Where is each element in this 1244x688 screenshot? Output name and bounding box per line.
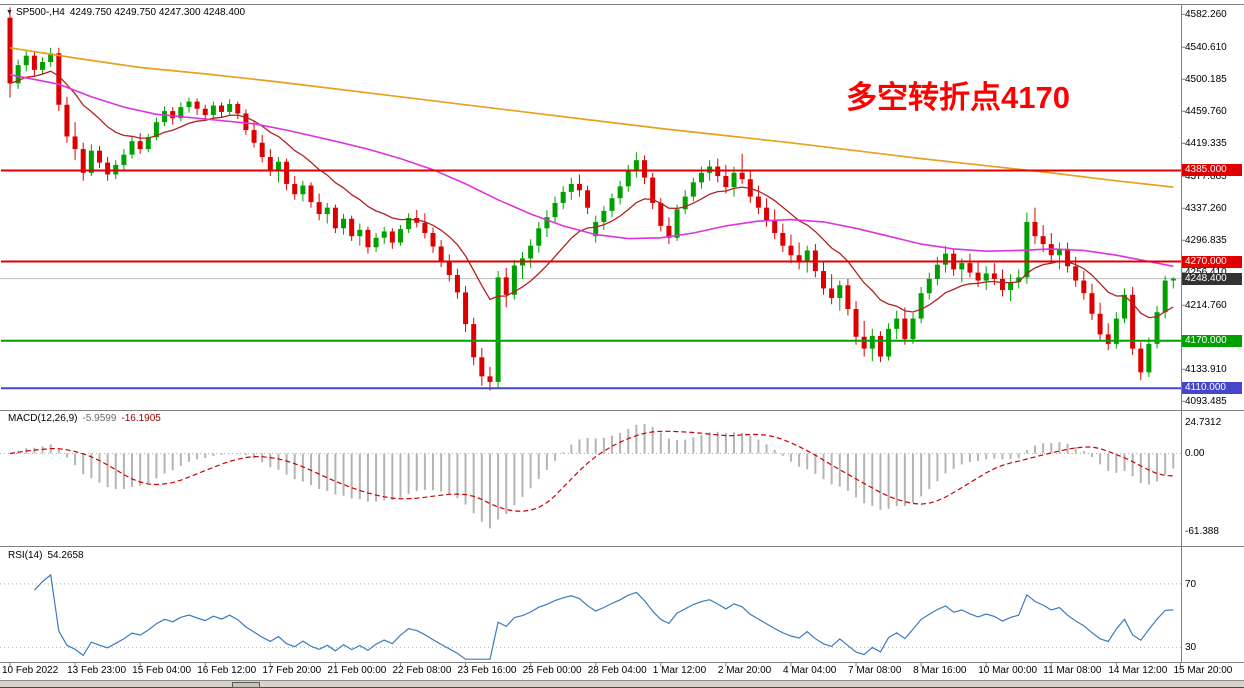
price-axis-label: 4133.910 — [1185, 364, 1227, 376]
rsi-plot[interactable] — [0, 547, 1181, 662]
time-axis-label: 25 Feb 00:00 — [522, 665, 582, 676]
time-axis-label: 2 Mar 20:00 — [717, 665, 772, 676]
rsi-axis-label: 30 — [1185, 642, 1197, 654]
rsi-name: RSI(14) — [8, 550, 43, 561]
macd-plot[interactable] — [0, 411, 1181, 545]
scrollbar-thumb[interactable] — [232, 682, 260, 688]
annotation-text[interactable]: 多空转折点4170 — [846, 80, 1070, 115]
rsi-axis-label: 70 — [1185, 578, 1197, 590]
time-axis-label: 16 Feb 12:00 — [197, 665, 257, 676]
dropdown-arrow-icon[interactable]: ▼ — [6, 9, 13, 16]
price-line-badge: 4170.000 — [1182, 334, 1242, 347]
price-line-badge: 4110.000 — [1182, 382, 1242, 395]
price-line-badge: 4270.000 — [1182, 255, 1242, 268]
time-axis-label: 8 Mar 16:00 — [913, 665, 967, 676]
price-axis-label: 4093.485 — [1185, 396, 1227, 408]
time-axis-label: 10 Feb 2022 — [2, 665, 59, 676]
time-axis-label: 15 Mar 20:00 — [1173, 665, 1233, 676]
ma-orange-line — [9, 46, 1174, 188]
macd-signal-value: -16.1905 — [121, 413, 161, 424]
price-axis-label: 4540.610 — [1185, 42, 1227, 54]
time-axis-label: 4 Mar 04:00 — [782, 665, 837, 676]
macd-axis-label: 0.00 — [1185, 448, 1205, 460]
macd-indicator-label: MACD(12,26,9) -5.9599 -16.1905 — [8, 413, 161, 424]
price-axis-label: 4582.260 — [1185, 9, 1227, 21]
price-axis-label: 4337.260 — [1185, 203, 1227, 215]
main-chart-plot[interactable] — [0, 5, 1181, 408]
time-axis-label: 7 Mar 08:00 — [848, 665, 902, 676]
macd-main-value: -5.9599 — [82, 413, 117, 424]
price-line-badge: 4385.000 — [1182, 164, 1242, 177]
chart-title: ▼ SP500-,H4 4249.750 4249.750 4247.300 424… — [6, 7, 245, 18]
price-axis[interactable]: 4582.260 4540.610 4500.185 4459.760 4419.335… — [1181, 0, 1244, 680]
ma-magenta-line — [9, 73, 1174, 268]
current-price-badge: 4248.400 — [1182, 272, 1242, 285]
time-axis-label: 23 Feb 16:00 — [457, 665, 517, 676]
time-axis-label: 11 Mar 08:00 — [1043, 665, 1102, 676]
price-axis-label: 4500.185 — [1185, 74, 1227, 86]
macd-signal-line — [9, 430, 1174, 512]
time-axis-label: 17 Feb 20:00 — [262, 665, 322, 676]
time-axis-label: 21 Feb 00:00 — [327, 665, 387, 676]
ma-darkred-line — [9, 70, 1174, 319]
macd-axis-label: -61.388 — [1185, 525, 1219, 537]
time-axis[interactable]: 10 Feb 2022 13 Feb 23:00 15 Feb 04:00 16 Fe… — [0, 665, 1244, 679]
time-axis-label: 13 Feb 23:00 — [67, 665, 127, 676]
time-axis-label: 14 Mar 12:00 — [1108, 665, 1168, 676]
time-axis-label: 1 Mar 12:00 — [652, 665, 707, 676]
macd-name: MACD(12,26,9) — [8, 413, 78, 424]
time-axis-label: 22 Feb 08:00 — [392, 665, 452, 676]
price-axis-label: 4214.760 — [1185, 300, 1227, 312]
horizontal-scrollbar[interactable] — [0, 680, 1244, 688]
time-axis-label: 28 Feb 04:00 — [587, 665, 647, 676]
time-axis-label: 15 Feb 04:00 — [132, 665, 192, 676]
rsi-line — [33, 573, 1174, 660]
rsi-indicator-label: RSI(14) 54.2658 — [8, 550, 84, 561]
rsi-value: 54.2658 — [47, 550, 84, 561]
macd-axis-label: 24.7312 — [1185, 417, 1222, 429]
chart-symbol-period: SP500-,H4 — [15, 7, 65, 18]
price-axis-label: 4296.835 — [1185, 235, 1227, 247]
time-axis-label: 10 Mar 00:00 — [978, 665, 1038, 676]
price-axis-label: 4419.335 — [1185, 138, 1227, 150]
macd-histogram — [17, 424, 1175, 529]
price-axis-label: 4459.760 — [1185, 106, 1227, 118]
chart-ohlc-values: 4249.750 4249.750 4247.300 4248.400 — [69, 7, 246, 18]
price-axis-label: 4377.885 — [1185, 171, 1227, 183]
